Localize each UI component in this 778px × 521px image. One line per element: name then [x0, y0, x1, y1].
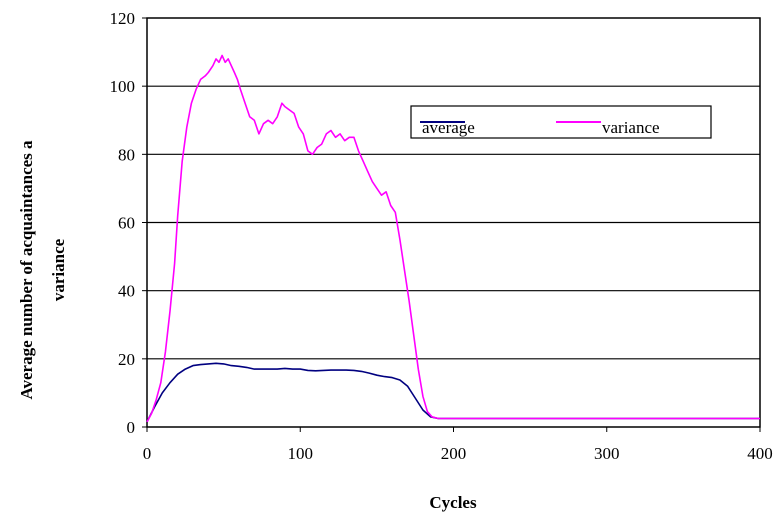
y-axis-title-line-1: Average number of acquaintances a — [17, 140, 36, 400]
y-tick-label: 100 — [110, 77, 136, 96]
x-axis: 0 100 200 300 400 — [143, 427, 773, 463]
gridlines — [147, 85, 760, 360]
y-tick-label: 60 — [118, 214, 135, 233]
series-line-average — [146, 362, 760, 423]
x-axis-title: Cycles — [429, 493, 477, 512]
y-axis-title-line-2: variance — [49, 238, 68, 301]
series-group — [146, 54, 760, 423]
y-tick-label: 40 — [118, 282, 135, 301]
legend-label-variance: variance — [602, 118, 660, 137]
y-tick-label: 120 — [110, 9, 136, 28]
x-tick-label: 0 — [143, 444, 152, 463]
x-tick-label: 300 — [594, 444, 620, 463]
y-tick-label: 0 — [127, 418, 136, 437]
y-axis: 0 20 40 60 80 100 120 — [110, 9, 147, 437]
series-line-variance — [146, 54, 760, 423]
y-tick-label: 80 — [118, 145, 135, 164]
x-tick-label: 400 — [747, 444, 773, 463]
y-tick-label: 20 — [118, 350, 135, 369]
x-tick-label: 100 — [288, 444, 314, 463]
y-axis-title: Average number of acquaintances a varian… — [17, 140, 68, 400]
x-tick-label: 200 — [441, 444, 467, 463]
legend: average variance — [410, 105, 712, 139]
legend-label-average: average — [422, 118, 475, 137]
